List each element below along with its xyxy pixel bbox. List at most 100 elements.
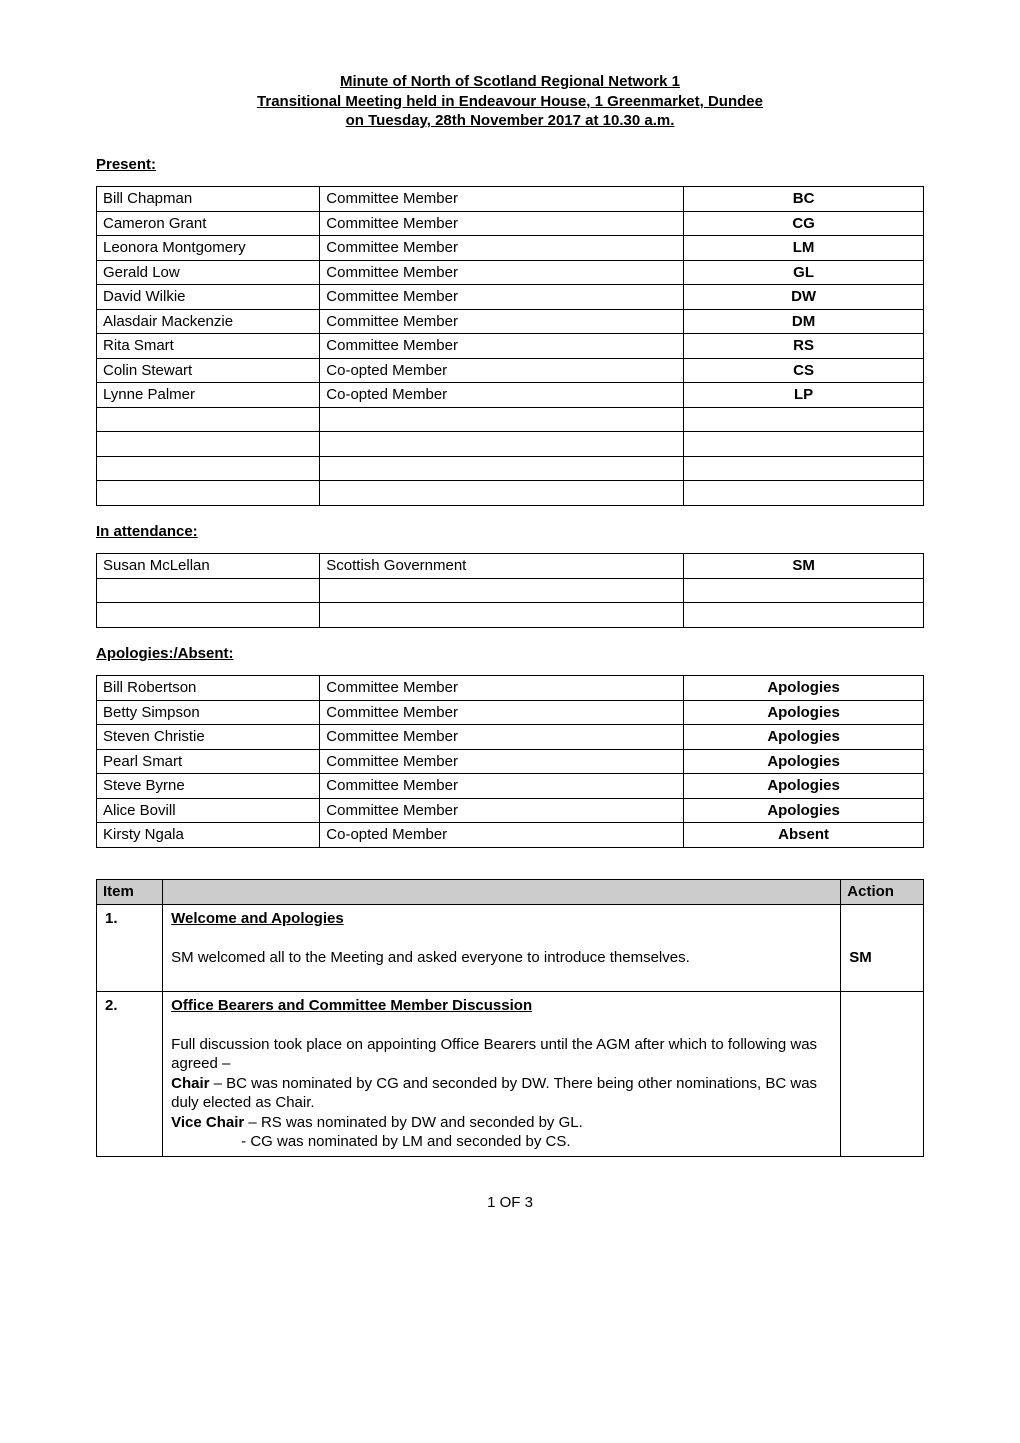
- attendance-heading: In attendance:: [96, 522, 924, 542]
- cell-status: Apologies: [684, 774, 924, 799]
- table-row: Susan McLellanScottish GovernmentSM: [97, 554, 924, 579]
- cell-role: Committee Member: [320, 211, 684, 236]
- table-row: Bill RobertsonCommittee MemberApologies: [97, 676, 924, 701]
- present-table: Bill ChapmanCommittee MemberBCCameron Gr…: [96, 186, 924, 506]
- cell-name: Susan McLellan: [97, 554, 320, 579]
- cell-init: CS: [684, 358, 924, 383]
- item-body: Office Bearers and Committee Member Disc…: [163, 991, 841, 1156]
- cell-role: [320, 456, 684, 481]
- table-row: [97, 456, 924, 481]
- minutes-header-row: Item Action: [97, 880, 924, 905]
- cell-init: DW: [684, 285, 924, 310]
- table-row: Cameron GrantCommittee MemberCG: [97, 211, 924, 236]
- attendance-table: Susan McLellanScottish GovernmentSM: [96, 553, 924, 628]
- item-text: Full discussion took place on appointing…: [171, 1035, 832, 1074]
- cell-role: Committee Member: [320, 700, 684, 725]
- item-number: 1.: [97, 904, 163, 991]
- cell-role: Committee Member: [320, 774, 684, 799]
- cell-init: LM: [684, 236, 924, 261]
- table-row: Bill ChapmanCommittee MemberBC: [97, 187, 924, 212]
- cell-role: Committee Member: [320, 309, 684, 334]
- cell-name: Colin Stewart: [97, 358, 320, 383]
- cell-name: [97, 603, 320, 628]
- cell-init: [684, 603, 924, 628]
- cell-role: [320, 481, 684, 506]
- table-row: Steve ByrneCommittee MemberApologies: [97, 774, 924, 799]
- cell-init: LP: [684, 383, 924, 408]
- item-heading: Welcome and Apologies: [171, 909, 832, 929]
- cell-name: [97, 481, 320, 506]
- cell-name: Lynne Palmer: [97, 383, 320, 408]
- cell-name: Steven Christie: [97, 725, 320, 750]
- cell-role: Committee Member: [320, 260, 684, 285]
- table-row: Kirsty NgalaCo-opted MemberAbsent: [97, 823, 924, 848]
- title-line-1: Minute of North of Scotland Regional Net…: [340, 73, 680, 90]
- table-row: Steven ChristieCommittee MemberApologies: [97, 725, 924, 750]
- minutes-header-action: Action: [841, 880, 924, 905]
- cell-role: Co-opted Member: [320, 358, 684, 383]
- cell-init: [684, 481, 924, 506]
- cell-role: [320, 432, 684, 457]
- table-row: Alasdair MackenzieCommittee MemberDM: [97, 309, 924, 334]
- table-row: [97, 481, 924, 506]
- cell-status: Absent: [684, 823, 924, 848]
- cell-init: [684, 578, 924, 603]
- cell-name: Bill Chapman: [97, 187, 320, 212]
- cell-name: Pearl Smart: [97, 749, 320, 774]
- cell-init: RS: [684, 334, 924, 359]
- cell-role: Committee Member: [320, 285, 684, 310]
- cell-status: Apologies: [684, 676, 924, 701]
- cell-name: [97, 456, 320, 481]
- cell-init: SM: [684, 554, 924, 579]
- table-row: Leonora MontgomeryCommittee MemberLM: [97, 236, 924, 261]
- cell-role: Committee Member: [320, 187, 684, 212]
- cell-role: [320, 603, 684, 628]
- cell-role: Co-opted Member: [320, 823, 684, 848]
- table-row: Lynne PalmerCo-opted MemberLP: [97, 383, 924, 408]
- cell-name: Kirsty Ngala: [97, 823, 320, 848]
- present-heading: Present:: [96, 155, 924, 175]
- apologies-table: Bill RobertsonCommittee MemberApologiesB…: [96, 675, 924, 848]
- cell-role: Committee Member: [320, 725, 684, 750]
- item-action: [841, 991, 924, 1156]
- table-row: Betty SimpsonCommittee MemberApologies: [97, 700, 924, 725]
- cell-init: GL: [684, 260, 924, 285]
- table-row: Colin StewartCo-opted MemberCS: [97, 358, 924, 383]
- cell-role: Committee Member: [320, 236, 684, 261]
- cell-name: Rita Smart: [97, 334, 320, 359]
- cell-name: Betty Simpson: [97, 700, 320, 725]
- item-body: Welcome and ApologiesSM welcomed all to …: [163, 904, 841, 991]
- cell-name: [97, 407, 320, 432]
- minutes-table: Item Action 1.Welcome and ApologiesSM we…: [96, 879, 924, 1157]
- table-row: Rita SmartCommittee MemberRS: [97, 334, 924, 359]
- page-footer: 1 OF 3: [96, 1193, 924, 1213]
- cell-role: Co-opted Member: [320, 383, 684, 408]
- cell-name: [97, 432, 320, 457]
- table-row: [97, 407, 924, 432]
- table-row: David WilkieCommittee MemberDW: [97, 285, 924, 310]
- item-text: Chair – BC was nominated by CG and secon…: [171, 1074, 832, 1113]
- cell-name: Alasdair Mackenzie: [97, 309, 320, 334]
- title-line-3: on Tuesday, 28th November 2017 at 10.30 …: [346, 112, 675, 129]
- cell-status: Apologies: [684, 798, 924, 823]
- cell-name: Cameron Grant: [97, 211, 320, 236]
- cell-role: Scottish Government: [320, 554, 684, 579]
- cell-init: BC: [684, 187, 924, 212]
- cell-status: Apologies: [684, 725, 924, 750]
- cell-role: [320, 578, 684, 603]
- table-row: Pearl SmartCommittee MemberApologies: [97, 749, 924, 774]
- item-number: 2.: [97, 991, 163, 1156]
- cell-role: Committee Member: [320, 798, 684, 823]
- apologies-heading: Apologies:/Absent:: [96, 644, 924, 664]
- title-line-2: Transitional Meeting held in Endeavour H…: [257, 93, 763, 110]
- cell-name: Gerald Low: [97, 260, 320, 285]
- table-row: Alice BovillCommittee MemberApologies: [97, 798, 924, 823]
- item-action: SM: [841, 904, 924, 991]
- cell-name: [97, 578, 320, 603]
- cell-role: [320, 407, 684, 432]
- cell-init: DM: [684, 309, 924, 334]
- cell-name: Leonora Montgomery: [97, 236, 320, 261]
- item-heading: Office Bearers and Committee Member Disc…: [171, 996, 832, 1016]
- minutes-row: 1.Welcome and ApologiesSM welcomed all t…: [97, 904, 924, 991]
- cell-init: CG: [684, 211, 924, 236]
